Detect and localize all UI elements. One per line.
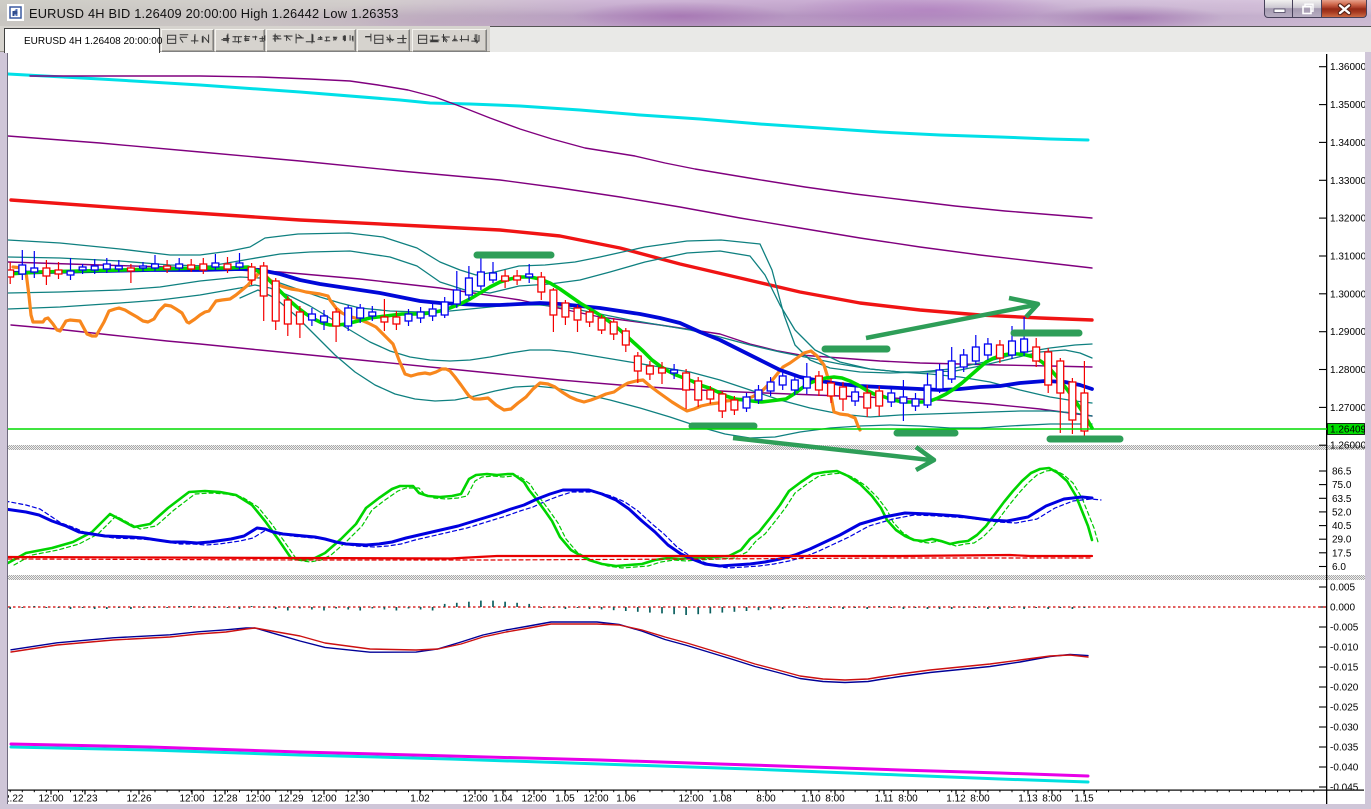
svg-text:86.5: 86.5 (1332, 467, 1352, 478)
svg-text:-0.005: -0.005 (1330, 623, 1359, 634)
svg-text:8:00: 8:00 (970, 794, 990, 805)
svg-text:1.33000: 1.33000 (1330, 176, 1367, 187)
svg-text:1.06: 1.06 (616, 794, 636, 805)
svg-text:8:00: 8:00 (825, 794, 845, 805)
svg-text:1.04: 1.04 (493, 794, 513, 805)
svg-text:1.12: 1.12 (946, 794, 966, 805)
svg-text:12.30: 12.30 (344, 794, 369, 805)
svg-text:1.08: 1.08 (712, 794, 732, 805)
svg-text:8:00: 8:00 (1042, 794, 1062, 805)
svg-text:-0.020: -0.020 (1330, 683, 1359, 694)
svg-text:0.000: 0.000 (1330, 603, 1355, 614)
svg-text:52.0: 52.0 (1332, 507, 1352, 518)
svg-text:8:00: 8:00 (756, 794, 776, 805)
svg-text:1.35000: 1.35000 (1330, 100, 1367, 111)
svg-text:29.0: 29.0 (1332, 535, 1352, 546)
svg-text:1.31000: 1.31000 (1330, 252, 1367, 263)
svg-text:-0.010: -0.010 (1330, 643, 1359, 654)
svg-text:1.29000: 1.29000 (1330, 327, 1367, 338)
svg-text:1.11: 1.11 (875, 794, 894, 805)
svg-text:12.26: 12.26 (126, 794, 151, 805)
svg-text:12:00: 12:00 (583, 794, 608, 805)
svg-text:63.5: 63.5 (1332, 494, 1352, 505)
svg-text:-0.035: -0.035 (1330, 743, 1359, 754)
svg-text:1.05: 1.05 (555, 794, 575, 805)
svg-text:-0.025: -0.025 (1330, 703, 1359, 714)
svg-text:12:00: 12:00 (521, 794, 546, 805)
svg-text:17.5: 17.5 (1332, 548, 1352, 559)
svg-text:1.27000: 1.27000 (1330, 403, 1367, 414)
svg-text:1.26000: 1.26000 (1330, 441, 1367, 452)
svg-text:12:00: 12:00 (462, 794, 487, 805)
svg-text:-0.045: -0.045 (1330, 783, 1359, 794)
svg-text:75.0: 75.0 (1332, 480, 1352, 491)
svg-text:1.28000: 1.28000 (1330, 365, 1367, 376)
svg-text:12:00: 12:00 (678, 794, 703, 805)
svg-text:8:00: 8:00 (898, 794, 918, 805)
svg-text:12.29: 12.29 (278, 794, 303, 805)
svg-text:1.26409: 1.26409 (1330, 425, 1367, 436)
svg-text:1.13: 1.13 (1018, 794, 1038, 805)
svg-text:0.005: 0.005 (1330, 583, 1355, 594)
svg-text:12:00: 12:00 (311, 794, 336, 805)
svg-text:1.15: 1.15 (1074, 794, 1094, 805)
svg-text:2.22: 2.22 (4, 794, 24, 805)
svg-text:-0.040: -0.040 (1330, 763, 1359, 774)
svg-text:6.0: 6.0 (1332, 562, 1346, 573)
svg-text:40.5: 40.5 (1332, 521, 1352, 532)
svg-text:1.10: 1.10 (801, 794, 821, 805)
svg-text:1.36000: 1.36000 (1330, 62, 1367, 73)
svg-text:12.28: 12.28 (212, 794, 237, 805)
svg-text:1.30000: 1.30000 (1330, 289, 1367, 300)
svg-text:1.34000: 1.34000 (1330, 138, 1367, 149)
svg-text:1.32000: 1.32000 (1330, 214, 1367, 225)
svg-text:12.23: 12.23 (72, 794, 97, 805)
svg-text:-0.030: -0.030 (1330, 723, 1359, 734)
svg-text:12:00: 12:00 (179, 794, 204, 805)
svg-text:12:00: 12:00 (245, 794, 270, 805)
svg-text:1.02: 1.02 (410, 794, 430, 805)
svg-text:12:00: 12:00 (38, 794, 63, 805)
svg-text:-0.015: -0.015 (1330, 663, 1359, 674)
